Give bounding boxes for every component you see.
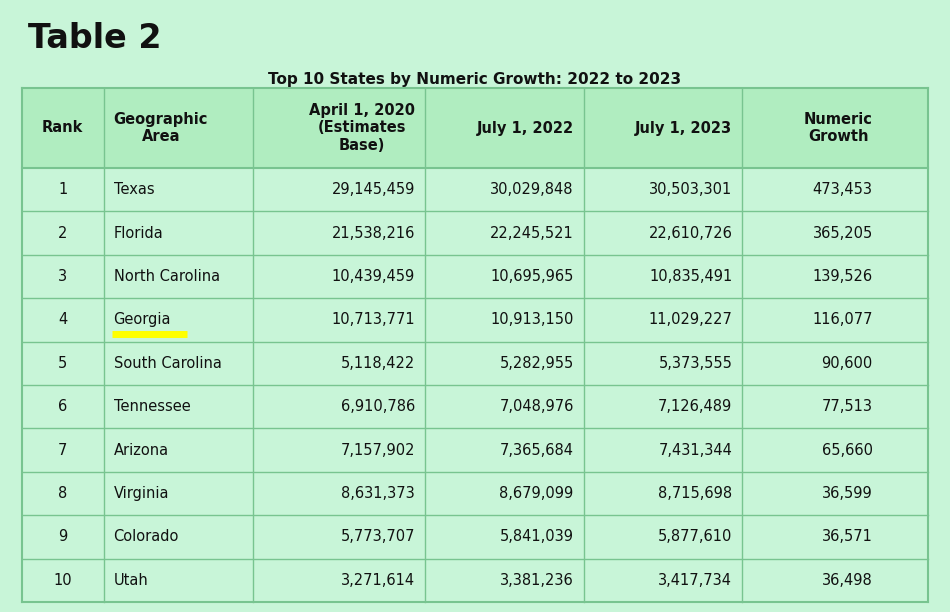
Bar	[22, 168, 928, 602]
Text: Table 2: Table 2	[28, 22, 162, 55]
Text: 22,610,726: 22,610,726	[649, 226, 732, 241]
Text: 29,145,459: 29,145,459	[332, 182, 415, 197]
Text: 7,048,976: 7,048,976	[500, 399, 574, 414]
Text: 3: 3	[58, 269, 67, 284]
Text: 1: 1	[58, 182, 67, 197]
Text: Utah: Utah	[114, 573, 148, 588]
Text: July 1, 2023: July 1, 2023	[636, 121, 732, 135]
Text: 10,713,771: 10,713,771	[332, 312, 415, 327]
Text: 90,600: 90,600	[822, 356, 873, 371]
Text: 7,126,489: 7,126,489	[658, 399, 732, 414]
Text: 11,029,227: 11,029,227	[649, 312, 732, 327]
Text: July 1, 2022: July 1, 2022	[477, 121, 574, 135]
Text: 30,029,848: 30,029,848	[490, 182, 574, 197]
Text: 139,526: 139,526	[812, 269, 873, 284]
Text: 8,715,698: 8,715,698	[658, 486, 732, 501]
Text: 10: 10	[53, 573, 72, 588]
Text: 116,077: 116,077	[812, 312, 873, 327]
Text: 21,538,216: 21,538,216	[332, 226, 415, 241]
Text: 8,679,099: 8,679,099	[500, 486, 574, 501]
Bar	[22, 88, 928, 168]
Text: Top 10 States by Numeric Growth: 2022 to 2023: Top 10 States by Numeric Growth: 2022 to…	[269, 72, 681, 87]
Text: 10,695,965: 10,695,965	[490, 269, 574, 284]
Text: 22,245,521: 22,245,521	[490, 226, 574, 241]
Text: 8,631,373: 8,631,373	[341, 486, 415, 501]
Text: 5: 5	[58, 356, 67, 371]
Text: 8: 8	[58, 486, 67, 501]
Text: 3,381,236: 3,381,236	[500, 573, 574, 588]
Text: Florida: Florida	[114, 226, 163, 241]
Text: 3,271,614: 3,271,614	[341, 573, 415, 588]
Text: 6: 6	[58, 399, 67, 414]
Text: 7,431,344: 7,431,344	[658, 442, 732, 458]
Text: 5,877,610: 5,877,610	[658, 529, 732, 545]
Text: Rank: Rank	[42, 121, 84, 135]
Text: 65,660: 65,660	[822, 442, 873, 458]
Text: 10,835,491: 10,835,491	[649, 269, 732, 284]
Text: 36,571: 36,571	[822, 529, 873, 545]
Text: 5,118,422: 5,118,422	[341, 356, 415, 371]
Text: 7: 7	[58, 442, 67, 458]
Text: Georgia: Georgia	[114, 312, 171, 327]
Text: 10,913,150: 10,913,150	[490, 312, 574, 327]
Text: 4: 4	[58, 312, 67, 327]
Text: 473,453: 473,453	[812, 182, 873, 197]
Text: 9: 9	[58, 529, 67, 545]
Text: 5,773,707: 5,773,707	[341, 529, 415, 545]
Text: Numeric
Growth: Numeric Growth	[804, 112, 873, 144]
Text: 5,841,039: 5,841,039	[500, 529, 574, 545]
Text: 5,282,955: 5,282,955	[500, 356, 574, 371]
Text: 7,157,902: 7,157,902	[341, 442, 415, 458]
Text: 5,373,555: 5,373,555	[658, 356, 732, 371]
Text: 365,205: 365,205	[812, 226, 873, 241]
Text: Colorado: Colorado	[114, 529, 179, 545]
Text: 36,498: 36,498	[822, 573, 873, 588]
Text: 6,910,786: 6,910,786	[341, 399, 415, 414]
Text: Texas: Texas	[114, 182, 154, 197]
Text: Arizona: Arizona	[114, 442, 169, 458]
Text: Geographic
Area: Geographic Area	[114, 112, 208, 144]
Text: 36,599: 36,599	[822, 486, 873, 501]
Text: Tennessee: Tennessee	[114, 399, 190, 414]
Text: 77,513: 77,513	[822, 399, 873, 414]
Text: North Carolina: North Carolina	[114, 269, 219, 284]
Text: 2: 2	[58, 226, 67, 241]
Text: 7,365,684: 7,365,684	[500, 442, 574, 458]
Text: April 1, 2020
(Estimates
Base): April 1, 2020 (Estimates Base)	[309, 103, 415, 153]
Text: 3,417,734: 3,417,734	[658, 573, 732, 588]
Text: 30,503,301: 30,503,301	[649, 182, 732, 197]
Text: South Carolina: South Carolina	[114, 356, 221, 371]
Text: Virginia: Virginia	[114, 486, 169, 501]
Text: 10,439,459: 10,439,459	[332, 269, 415, 284]
